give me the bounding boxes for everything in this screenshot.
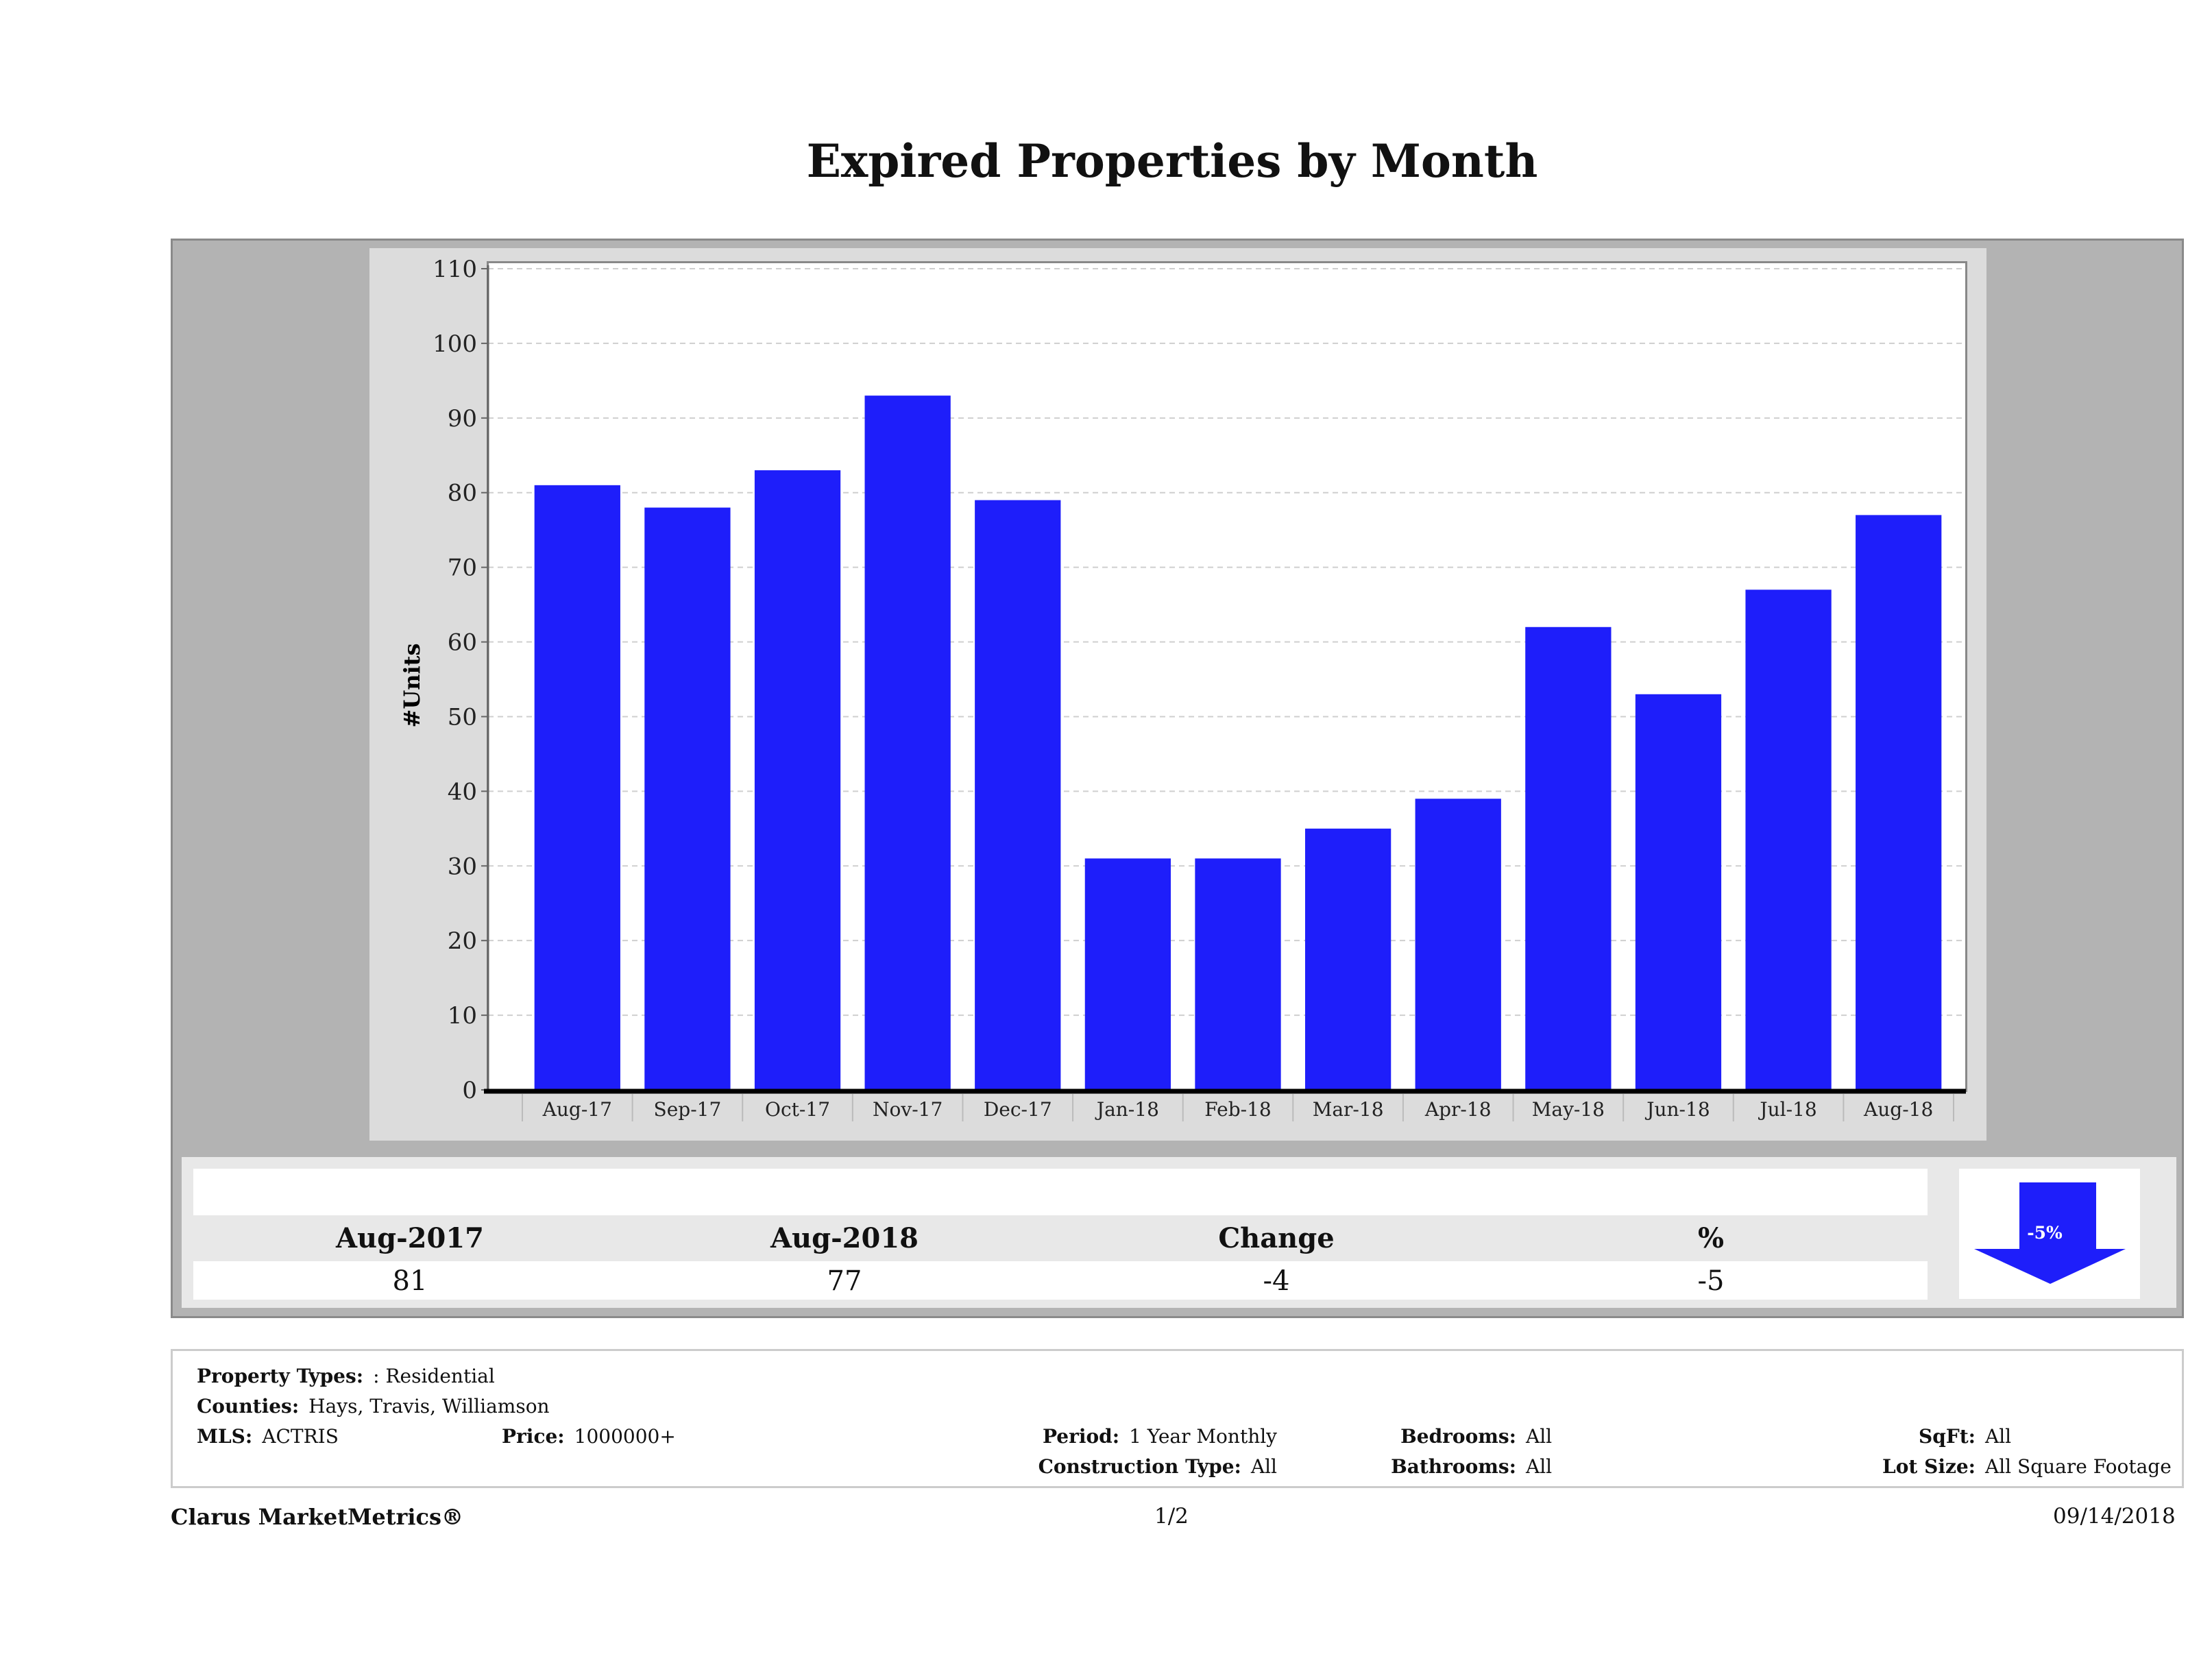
- axes: 0 10 20 30 40 50 60 70 80 90 100 110 Aug-17 Sep-17 Oct…: [433, 256, 1966, 1121]
- filter-value: 1000000+: [574, 1425, 676, 1448]
- filter-label: Construction Type:: [1038, 1455, 1241, 1478]
- summary-value: 81: [392, 1265, 428, 1297]
- filter-value: 1 Year Monthly: [1129, 1425, 1277, 1448]
- y-axis-label: #Units: [399, 644, 425, 728]
- x-tick-label: Aug-17: [542, 1098, 612, 1121]
- summary-value: -5: [1697, 1265, 1725, 1297]
- y-tick-label: 20: [448, 927, 477, 955]
- bar: [864, 396, 951, 1090]
- y-tick-label: 40: [448, 778, 477, 805]
- filter-label: Bedrooms:: [1400, 1425, 1516, 1448]
- filter-mls: MLS: ACTRIS: [197, 1425, 339, 1448]
- y-tick-label: 0: [462, 1077, 477, 1104]
- bar: [1304, 828, 1391, 1090]
- x-tick-label: Sep-17: [654, 1098, 722, 1121]
- summary-header: Aug-2017: [335, 1222, 484, 1254]
- filter-construction-type: Construction Type: All: [1038, 1455, 1277, 1479]
- x-tick-label: Apr-18: [1424, 1098, 1492, 1121]
- filter-label: MLS:: [197, 1425, 253, 1448]
- summary-value: -4: [1263, 1265, 1290, 1297]
- bar: [1415, 799, 1501, 1090]
- y-tick-label: 90: [448, 405, 477, 433]
- change-indicator-label: -5%: [2027, 1223, 2063, 1243]
- change-indicator: -5%: [1959, 1169, 2140, 1299]
- bar: [1084, 858, 1171, 1090]
- x-tick-label: Mar-18: [1313, 1098, 1384, 1121]
- bar: [975, 500, 1061, 1090]
- bars: [534, 396, 1942, 1090]
- summary-header: Aug-2018: [770, 1222, 919, 1254]
- x-tick-label: Dec-17: [984, 1098, 1052, 1121]
- arrow-down-icon: -5%: [1974, 1182, 2126, 1284]
- bar: [754, 470, 841, 1090]
- filter-value: Hays, Travis, Williamson: [308, 1395, 550, 1418]
- filter-label: Bathrooms:: [1391, 1455, 1516, 1478]
- bar-chart: 0 10 20 30 40 50 60 70 80 90 100 110 Aug-17 Sep-17 Oct…: [399, 256, 1966, 1121]
- bar: [1745, 589, 1832, 1090]
- page-title: Expired Properties by Month: [806, 134, 1538, 188]
- y-tick-label: 30: [448, 853, 477, 880]
- x-tick-label: Jul-18: [1758, 1098, 1816, 1121]
- filter-bathrooms: Bathrooms: All: [1338, 1455, 1612, 1479]
- y-tick-label: 60: [448, 629, 477, 657]
- x-tick-label: Jun-18: [1644, 1098, 1710, 1121]
- filter-lot-size: Lot Size: All Square Footage: [1804, 1455, 2174, 1479]
- filter-value: All: [1526, 1425, 1553, 1448]
- filter-value: All Square Footage: [1985, 1455, 2172, 1478]
- x-tick-label: Nov-17: [873, 1098, 943, 1121]
- x-tick-label: Feb-18: [1204, 1098, 1271, 1121]
- summary-header: Change: [1218, 1222, 1335, 1254]
- y-tick-label: 110: [433, 256, 477, 283]
- y-tick-label: 80: [448, 480, 477, 507]
- summary-header: %: [1697, 1222, 1724, 1254]
- filters-panel: Property Types: : Residential Counties: Ha…: [171, 1349, 2184, 1488]
- filter-label: Counties:: [197, 1395, 300, 1418]
- filter-value: : Residential: [373, 1365, 495, 1387]
- filter-label: Period:: [1042, 1425, 1120, 1448]
- filter-label: Property Types:: [197, 1365, 364, 1387]
- y-tick-label: 10: [448, 1002, 477, 1030]
- bar: [1195, 858, 1281, 1090]
- bar: [1856, 515, 1942, 1090]
- x-tick-label: Jan-18: [1095, 1098, 1159, 1121]
- summary-header-row: Aug-2017 Aug-2018 Change %: [193, 1217, 1928, 1259]
- filter-value: All: [1526, 1455, 1553, 1478]
- summary-spacer: [193, 1169, 1928, 1215]
- filter-property-types: Property Types: : Residential: [197, 1365, 495, 1388]
- bar: [1635, 694, 1722, 1090]
- x-tick-label: May-18: [1532, 1098, 1605, 1121]
- filter-value: ACTRIS: [262, 1425, 339, 1448]
- filter-price: Price: 1000000+: [502, 1425, 676, 1448]
- x-tick-label: Aug-18: [1863, 1098, 1933, 1121]
- y-tick-label: 100: [433, 330, 477, 358]
- filter-value: All: [1250, 1455, 1277, 1478]
- filter-sqft: SqFt: All: [1804, 1425, 2174, 1448]
- summary-value: 77: [827, 1265, 862, 1297]
- filter-counties: Counties: Hays, Travis, Williamson: [197, 1395, 550, 1418]
- bar: [534, 485, 620, 1090]
- filter-label: Lot Size:: [1882, 1455, 1976, 1478]
- footer-brand: Clarus MarketMetrics®: [171, 1504, 464, 1530]
- report-date: 09/14/2018: [2053, 1504, 2176, 1529]
- bar: [644, 507, 731, 1090]
- page-number: 1/2: [1154, 1504, 1189, 1529]
- y-tick-label: 70: [448, 555, 477, 582]
- bar: [1525, 627, 1612, 1090]
- summary-values-row: 81 77 -4 -5: [193, 1261, 1928, 1300]
- filter-value: All: [1985, 1425, 2012, 1448]
- y-tick-label: 50: [448, 703, 477, 731]
- filter-label: Price:: [502, 1425, 565, 1448]
- filter-bedrooms: Bedrooms: All: [1338, 1425, 1612, 1448]
- filter-label: SqFt:: [1919, 1425, 1976, 1448]
- filter-period: Period: 1 Year Monthly: [1043, 1425, 1277, 1448]
- x-tick-label: Oct-17: [765, 1098, 830, 1121]
